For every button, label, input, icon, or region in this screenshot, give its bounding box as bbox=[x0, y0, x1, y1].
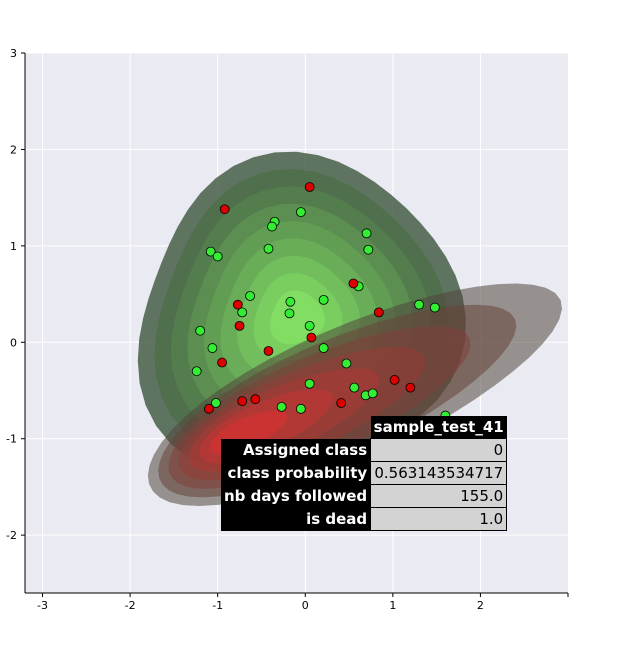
info-table-header-row: sample_test_41 bbox=[221, 416, 507, 439]
data-points bbox=[191, 182, 451, 421]
x-tick-label: 2 bbox=[477, 599, 484, 612]
red-point bbox=[263, 346, 274, 356]
green-point bbox=[276, 401, 287, 412]
red-point bbox=[336, 398, 347, 408]
info-table-row: nb days followed 155.0 bbox=[221, 484, 508, 508]
info-table-label: class probability bbox=[221, 461, 371, 485]
green-point bbox=[295, 207, 306, 218]
info-table-label: nb days followed bbox=[221, 484, 371, 508]
green-point bbox=[267, 221, 277, 232]
green-point bbox=[318, 343, 329, 353]
green-point bbox=[361, 228, 372, 239]
green-point bbox=[341, 358, 352, 369]
red-point bbox=[405, 382, 416, 393]
red-point bbox=[217, 357, 227, 368]
green-point bbox=[207, 343, 218, 353]
info-table-value: 1.0 bbox=[370, 507, 508, 531]
green-point bbox=[367, 388, 378, 399]
red-point bbox=[348, 278, 359, 289]
y-tick-label: -1 bbox=[6, 433, 17, 446]
y-tick-label: 3 bbox=[10, 47, 17, 60]
y-tick-label: 2 bbox=[10, 143, 17, 156]
y-tick-label: 1 bbox=[10, 240, 17, 253]
green-density-level bbox=[270, 290, 325, 345]
info-table-row: Assigned class 0 bbox=[221, 438, 508, 462]
info-table-label: Assigned class bbox=[221, 438, 371, 462]
green-point bbox=[212, 251, 223, 262]
green-point bbox=[285, 296, 296, 307]
green-point bbox=[245, 291, 255, 301]
red-point bbox=[250, 394, 261, 405]
green-point bbox=[237, 307, 248, 318]
green-point bbox=[349, 382, 360, 393]
green-point bbox=[304, 378, 315, 389]
red-point bbox=[234, 320, 245, 331]
y-tick-label: -2 bbox=[6, 529, 17, 542]
red-point bbox=[232, 299, 243, 310]
green-point bbox=[295, 403, 306, 414]
info-table-row: class probability 0.563143534717 bbox=[221, 461, 508, 485]
info-table-value: 155.0 bbox=[370, 484, 508, 508]
info-table-title: sample_test_41 bbox=[370, 416, 507, 439]
green-point bbox=[205, 246, 216, 257]
x-tick-label: -3 bbox=[37, 599, 48, 612]
green-point bbox=[318, 294, 329, 305]
green-point bbox=[195, 325, 206, 336]
axes: -3 -2 -1 0 1 2 -2 -1 0 1 2 3 bbox=[6, 47, 569, 612]
x-tick-label: 1 bbox=[389, 599, 396, 612]
info-table-value: 0.563143534717 bbox=[370, 461, 508, 485]
y-tick-label: 0 bbox=[10, 336, 17, 349]
red-point bbox=[304, 182, 315, 192]
green-point bbox=[414, 299, 425, 310]
red-point bbox=[219, 204, 230, 215]
green-point bbox=[304, 320, 315, 331]
green-point bbox=[211, 398, 221, 408]
info-table-row: is dead 1.0 bbox=[221, 507, 508, 531]
green-point bbox=[191, 366, 202, 377]
green-point bbox=[429, 302, 440, 313]
info-table-value: 0 bbox=[370, 438, 508, 462]
x-tick-label: -2 bbox=[125, 599, 136, 612]
green-point bbox=[263, 243, 274, 254]
red-point bbox=[204, 403, 214, 414]
red-point bbox=[237, 396, 248, 407]
x-tick-label: 0 bbox=[302, 599, 309, 612]
info-table: sample_test_41 Assigned class 0 class pr… bbox=[221, 416, 508, 531]
green-point bbox=[284, 308, 295, 319]
x-tick-label: -1 bbox=[212, 599, 223, 612]
info-table-label: is dead bbox=[221, 507, 371, 531]
red-point bbox=[306, 332, 317, 343]
red-point bbox=[373, 307, 384, 318]
density-contours bbox=[137, 151, 562, 506]
red-point bbox=[389, 374, 400, 385]
green-point bbox=[363, 244, 374, 255]
